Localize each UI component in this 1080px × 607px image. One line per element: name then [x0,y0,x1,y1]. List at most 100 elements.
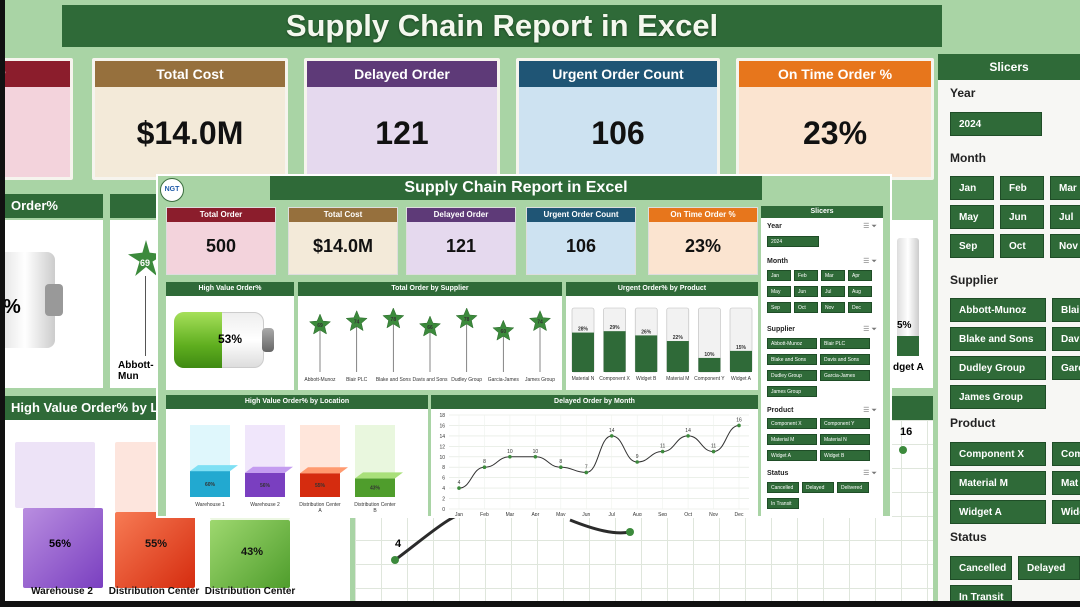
slicer-month-aug[interactable]: Aug [848,286,872,297]
bg-card-total-order: r [5,58,73,180]
bg-slicer-supplier-dudley[interactable]: Dudley Group [950,356,1046,380]
bg-slicer-supplier-blair[interactable]: Blair [1052,298,1080,322]
bg-slicer-product-widg[interactable]: Widg [1052,500,1080,524]
location-category-label: Warehouse 2 [250,502,280,508]
slicer-month-nov[interactable]: Nov [821,302,845,313]
slicer-month-dec[interactable]: Dec [848,302,872,313]
urgent-category-label: Component Y [694,376,725,382]
bg-slicer-month-jun[interactable]: Jun [1000,205,1044,229]
bg-slicer-status-in-transit[interactable]: In Transit [950,585,1012,601]
bg-supplier-panel: 69 Abbott-Mun [110,220,165,388]
location-bar [355,478,395,497]
slicer-product-component-x[interactable]: Component X [767,418,817,429]
location-value-label: 43% [370,486,381,492]
filter-clear-icon[interactable]: ☰ ⏷ [863,470,877,477]
slicer-month-jun[interactable]: Jun [794,286,818,297]
bg-slicer-month-mar[interactable]: Mar [1050,176,1080,200]
supplier-category-label: James Group [525,377,555,383]
slicer-supplier-davis-and-sons[interactable]: Davis and Sons [820,354,870,365]
location-bar [245,472,285,497]
filter-clear-icon[interactable]: ☰ ⏷ [863,258,877,265]
slicer-month-feb[interactable]: Feb [794,270,818,281]
bg-high-value-header: Order% [5,194,103,218]
slicer-product-component-y[interactable]: Component Y [820,418,870,429]
bg-slicer-month-sep[interactable]: Sep [950,234,994,258]
month-point [559,465,563,470]
month-y-tick: 4 [442,486,445,492]
bg-slicer-month-nov[interactable]: Nov [1050,234,1080,258]
month-value-label: 10 [507,449,513,455]
urgent-chart: 28% Material N 29% Component X 26% Widget B 22… [572,307,753,382]
slicer-supplier-dudley-group[interactable]: Dudley Group [767,370,817,381]
supplier-chart: 69 Abbott-Munoz 74 Blair PLC 78 Blake and Son… [304,307,555,383]
bg-slicer-product-component-x[interactable]: Component X [950,442,1046,466]
bg-slicer-product-widget-a[interactable]: Widget A [950,500,1046,524]
slicer-month-jul[interactable]: Jul [821,286,845,297]
filter-clear-icon[interactable]: ☰ ⏷ [863,407,877,414]
bg-slicer-month-feb[interactable]: Feb [1000,176,1044,200]
bg-slicer-month-may[interactable]: May [950,205,994,229]
bg-slicer-month-oct[interactable]: Oct [1000,234,1044,258]
slicer-status-delivered[interactable]: Delivered [837,482,869,493]
slicer-supplier-garcia-james[interactable]: Garcia-James [820,370,870,381]
slicer-status-in-transit[interactable]: In Transit [767,498,799,509]
bg-slicer-supplier-james[interactable]: James Group [950,385,1046,409]
supplier-panel: Total Order by Supplier 69 Abbott-Munoz 74… [298,282,562,390]
location-category-label: Distribution Center [299,502,341,508]
filter-clear-icon[interactable]: ☰ ⏷ [863,223,877,230]
bg-slicer-supplier-abbott[interactable]: Abbott-Munoz [950,298,1046,322]
supplier-star [455,307,478,329]
bg-slicer-product-com[interactable]: Com [1052,442,1080,466]
bg-slicer-supplier-blake[interactable]: Blake and Sons [950,327,1046,351]
supplier-category-label: Abbott-Munoz [304,377,336,383]
supplier-category-label: Blair PLC [346,377,368,383]
bg-slicer-supplier-garcia[interactable]: Garcia [1052,356,1080,380]
slicer-month-mar[interactable]: Mar [821,270,845,281]
month-x-tick: Nov [709,512,718,518]
bg-slicer-product-material-m[interactable]: Material M [950,471,1046,495]
slicer-month-jan[interactable]: Jan [767,270,791,281]
slicer-product-widget-a[interactable]: Widget A [767,450,817,461]
slicer-month-sep[interactable]: Sep [767,302,791,313]
month-y-tick: 2 [442,497,445,503]
bg-slicer-month-jan[interactable]: Jan [950,176,994,200]
slicer-product-material-n[interactable]: Material N [820,434,870,445]
slicer-month-apr[interactable]: Apr [848,270,872,281]
month-value-label: 11 [660,444,665,450]
month-y-tick: 8 [442,465,445,471]
filter-clear-icon[interactable]: ☰ ⏷ [863,326,877,333]
bg-slicer-status-delayed[interactable]: Delayed [1018,556,1080,580]
month-x-tick: Sep [658,512,667,518]
location-value-label: 60% [205,482,216,488]
slicer-year-2024[interactable]: 2024 [767,236,819,247]
slicer-supplier-blake-and-sons[interactable]: Blake and Sons [767,354,817,365]
slicer-product-widget-b[interactable]: Widget B [820,450,870,461]
slicer-supplier-james-group[interactable]: James Group [767,386,817,397]
slicer-product-material-m[interactable]: Material M [767,434,817,445]
slicer-month-oct[interactable]: Oct [794,302,818,313]
supplier-category-label: Dudley Group [451,377,482,383]
bg-slicer-year-2024[interactable]: 2024 [950,112,1042,136]
location-category-label: B [373,508,377,514]
location-value-label: 56% [260,483,271,489]
slicer-month-may[interactable]: May [767,286,791,297]
card-total-cost: Total Cost $14.0M [288,207,398,275]
location-value-label: 55% [315,483,326,489]
bg-slicer-month-jul[interactable]: Jul [1050,205,1080,229]
month-x-tick: Jun [582,512,590,518]
slicer-supplier-abbott-munoz[interactable]: Abbott-Munoz [767,338,817,349]
bg-month-point [899,446,907,454]
bg-card-urgent-order-count: Urgent Order Count 106 [516,58,720,180]
bg-urgent-fill [897,336,919,356]
location-bar-top [190,465,238,472]
slicer-status-delayed[interactable]: Delayed [802,482,834,493]
slicer-supplier-blair-plc[interactable]: Blair PLC [820,338,870,349]
card-total-order: Total Order 500 [166,207,276,275]
slicer-status-cancelled[interactable]: Cancelled [767,482,799,493]
month-point [686,434,690,438]
bg-slicer-status-cancelled[interactable]: Cancelled [950,556,1012,580]
bg-slicer-supplier-davis[interactable]: Davis [1052,327,1080,351]
bg-location-bar-dc-b [210,520,290,588]
bg-month-point [626,528,634,536]
bg-slicer-product-mat[interactable]: Mat [1052,471,1080,495]
